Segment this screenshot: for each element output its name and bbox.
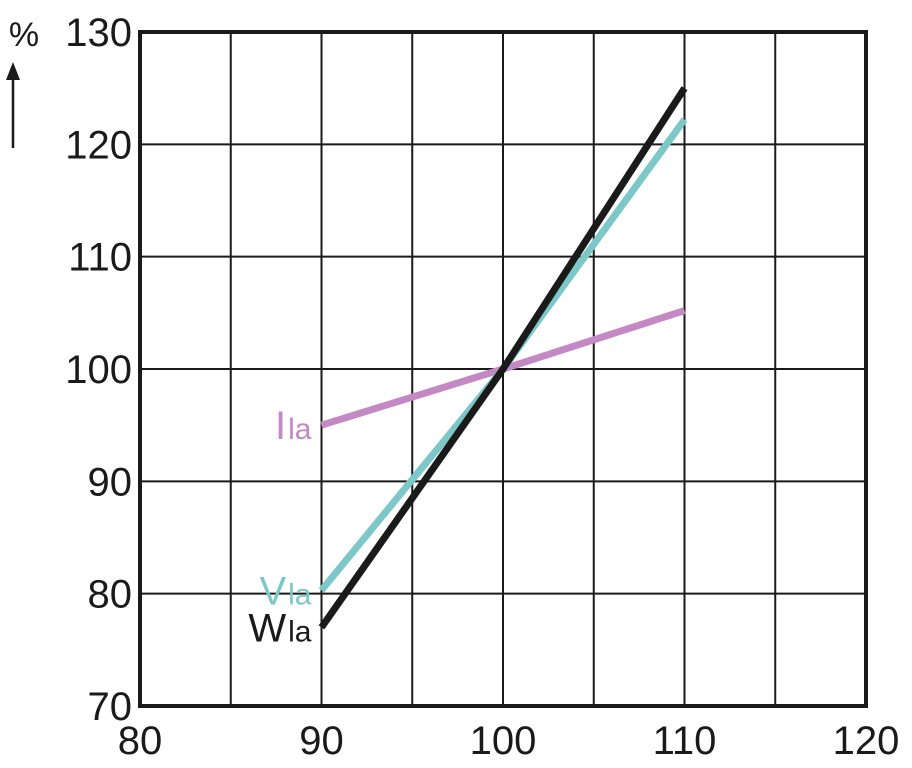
y-tick-label: 100 [65, 348, 132, 392]
series-label-vla: Vla [259, 569, 311, 613]
y-tick-label: 120 [65, 123, 132, 167]
y-axis-ticks: 70 80 90 100 110 120 130 [65, 11, 132, 729]
x-tick-label: 120 [833, 719, 900, 763]
series-lines [318, 86, 688, 630]
y-axis-unit-label: % [9, 16, 39, 54]
x-tick-label: 90 [299, 719, 344, 763]
up-arrow-icon [6, 62, 20, 148]
series-label-wla: Wla [248, 606, 311, 650]
x-tick-label: 80 [118, 719, 163, 763]
x-tick-label: 100 [470, 719, 537, 763]
x-tick-label: 110 [653, 719, 717, 763]
grid [140, 32, 866, 706]
y-tick-label: 110 [68, 236, 132, 280]
series-line-wla [318, 86, 688, 630]
y-tick-label: 70 [88, 685, 133, 729]
y-tick-label: 130 [65, 11, 132, 55]
plot-frame [138, 30, 868, 708]
series-label-ila: Ila [275, 404, 312, 448]
y-tick-label: 80 [88, 573, 133, 617]
x-axis-ticks: 80 90 100 110 120 [118, 719, 900, 763]
y-tick-label: 90 [88, 460, 133, 504]
